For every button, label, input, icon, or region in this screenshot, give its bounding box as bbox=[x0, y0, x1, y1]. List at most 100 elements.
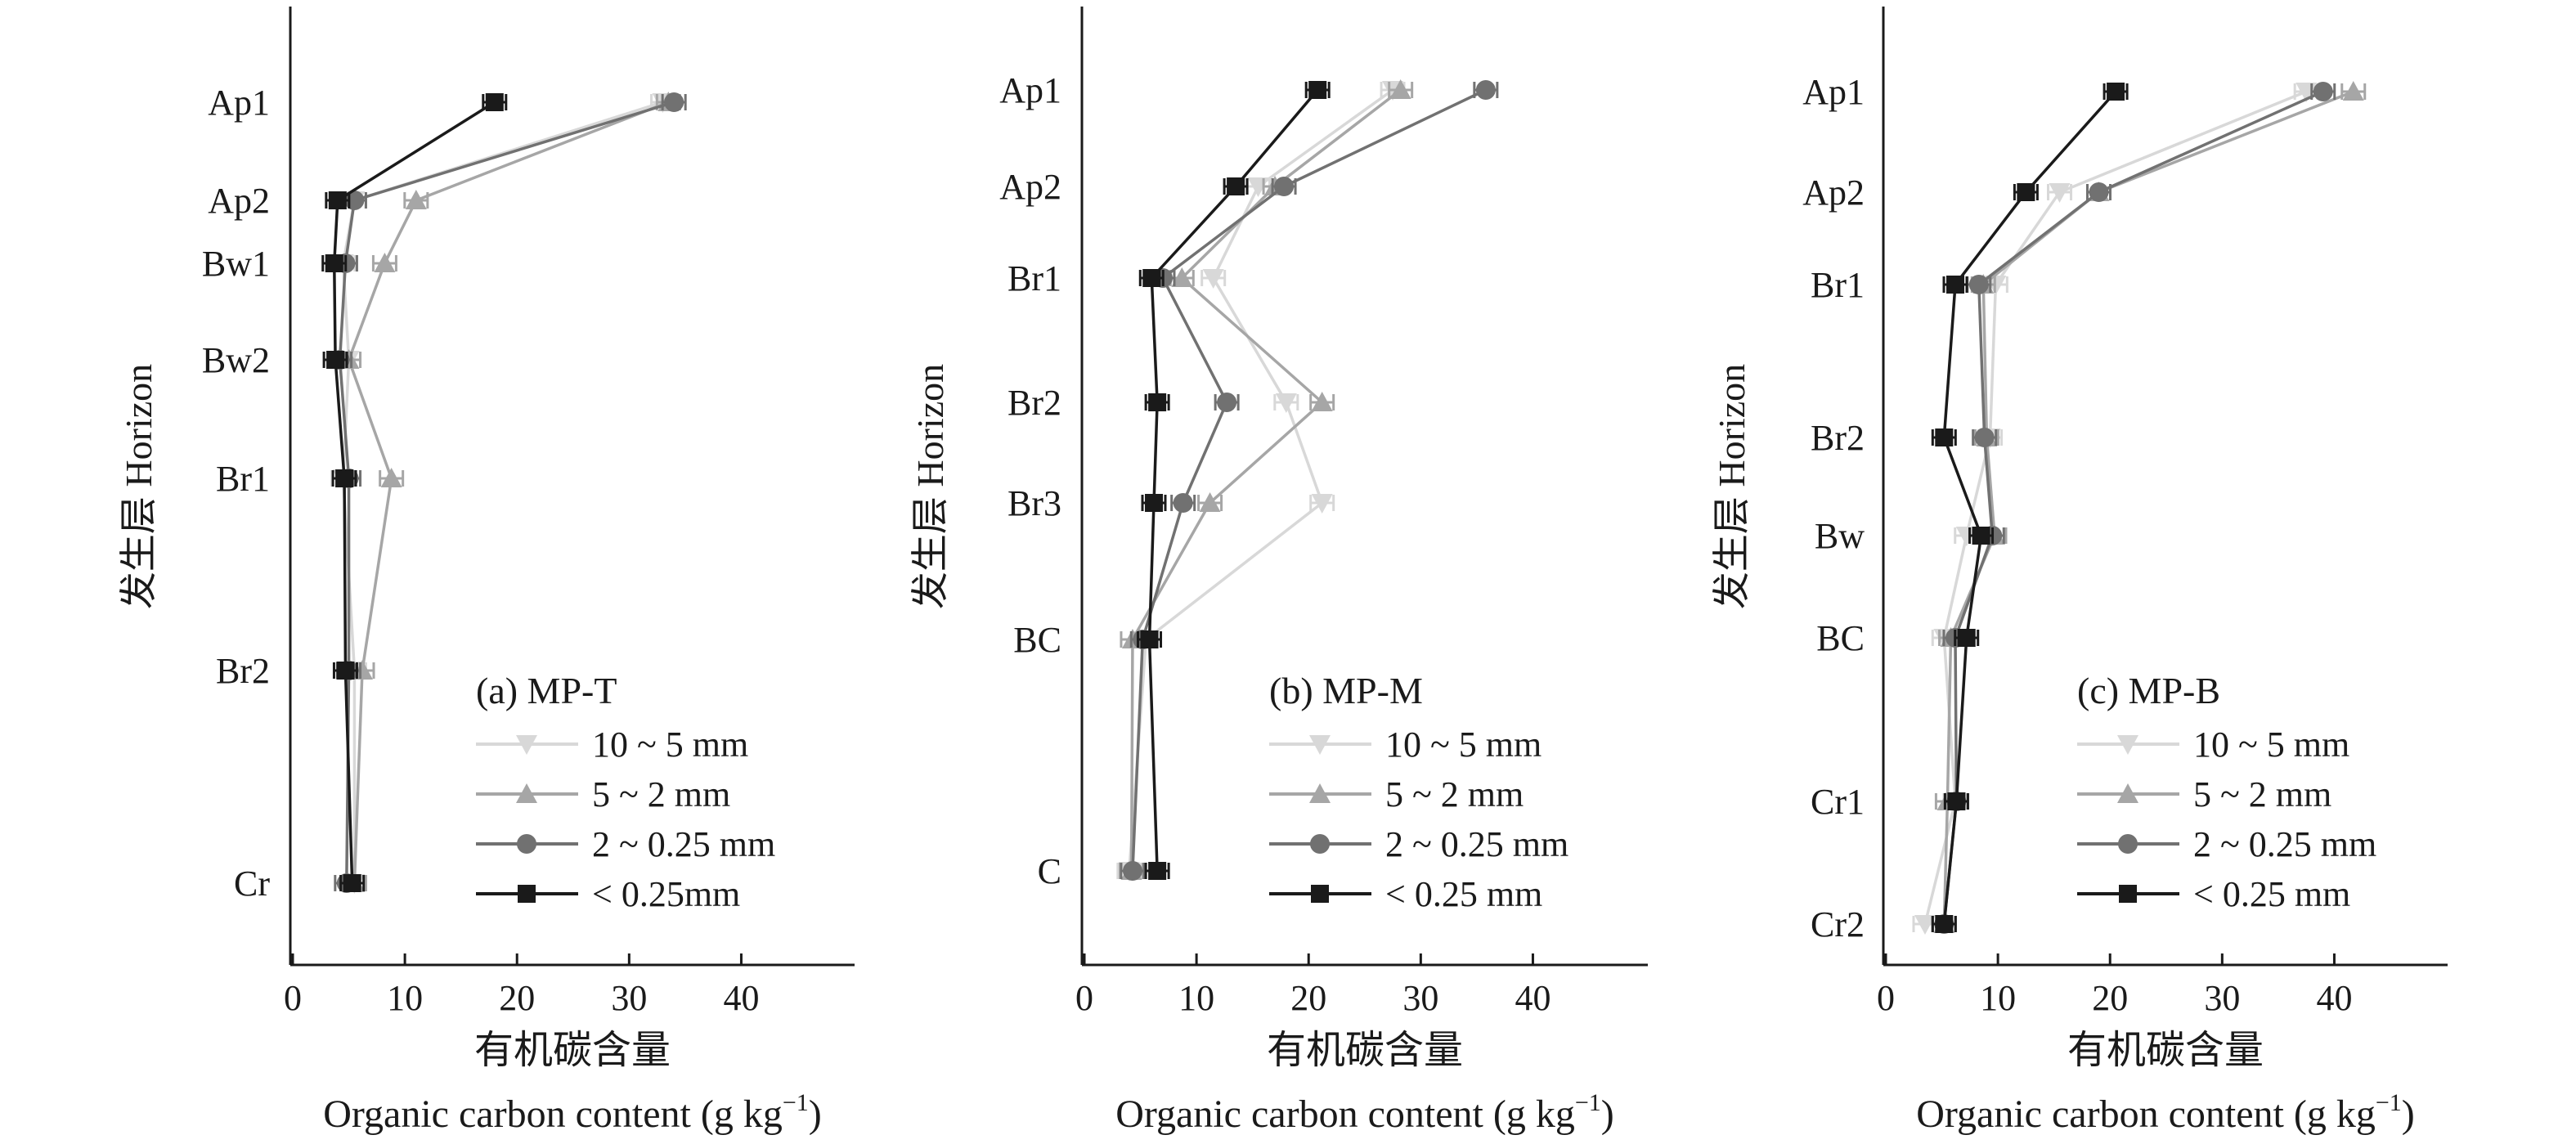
legend-swatch-marker bbox=[1309, 735, 1331, 755]
x-tick-label: 0 bbox=[284, 978, 302, 1018]
horizon-label: Bw1 bbox=[202, 244, 270, 284]
legend-swatch-marker bbox=[516, 783, 537, 803]
x-tick-label: 10 bbox=[387, 978, 423, 1018]
x-axis-title-close: ) bbox=[1601, 1092, 1614, 1136]
legend-label: 5 ~ 2 mm bbox=[592, 774, 730, 814]
x-tick-label: 30 bbox=[2204, 978, 2240, 1018]
x-axis-title-text: Organic carbon content (g kg bbox=[1115, 1092, 1575, 1136]
legend-swatch-marker bbox=[516, 735, 537, 755]
horizon-label: Br1 bbox=[216, 459, 270, 499]
series-line bbox=[1942, 90, 2324, 925]
legend-label: 10 ~ 5 mm bbox=[592, 725, 748, 765]
legend-label: 2 ~ 0.25 mm bbox=[592, 824, 775, 864]
data-point bbox=[2049, 183, 2071, 203]
series-3 bbox=[327, 92, 687, 893]
horizon-label: Br1 bbox=[1008, 258, 1061, 298]
data-point bbox=[1974, 428, 1995, 447]
legend-swatch-marker bbox=[2117, 783, 2138, 803]
series-line bbox=[341, 101, 663, 883]
legend-swatch-marker bbox=[2119, 885, 2137, 903]
legend-swatch-marker bbox=[2117, 735, 2138, 755]
data-point bbox=[1947, 792, 1966, 810]
legend-label: 10 ~ 5 mm bbox=[1385, 725, 1542, 765]
data-point bbox=[2107, 83, 2125, 101]
data-point bbox=[1972, 527, 1990, 545]
legend-label: < 0.25mm bbox=[592, 874, 740, 914]
data-point bbox=[326, 351, 345, 369]
series-line bbox=[1129, 88, 1402, 872]
data-point bbox=[1957, 629, 1976, 647]
x-tick-label: 20 bbox=[2092, 978, 2128, 1018]
panel-c: 0 10 20 30 40 Ap1 Ap2 Br1 Br2 Bw BC Cr1 Cr2 发生层 Horiz… bbox=[1711, 7, 2448, 1136]
data-point bbox=[1914, 915, 1936, 935]
x-tick-label: 20 bbox=[499, 978, 535, 1018]
x-tick-label: 40 bbox=[723, 978, 759, 1018]
series-4 bbox=[321, 93, 508, 892]
x-tick-label: 40 bbox=[2316, 978, 2352, 1018]
legend-label: < 0.25 mm bbox=[1385, 874, 1542, 914]
series-2 bbox=[336, 92, 681, 892]
data-point bbox=[1171, 267, 1193, 287]
horizon-label: Br2 bbox=[1811, 418, 1865, 458]
x-tick-label: 10 bbox=[1980, 978, 2016, 1018]
data-point bbox=[1389, 79, 1411, 99]
data-point bbox=[1122, 861, 1142, 881]
data-point bbox=[1311, 494, 1333, 514]
horizon-label: Ap2 bbox=[999, 167, 1061, 207]
x-axis-title-close: ) bbox=[809, 1092, 822, 1136]
data-point bbox=[1946, 276, 1965, 294]
x-axis-title-cn: 有机碳含量 bbox=[1267, 1029, 1463, 1072]
horizon-label: Ap1 bbox=[208, 83, 270, 123]
x-tick-label: 10 bbox=[1178, 978, 1214, 1018]
data-point bbox=[1142, 269, 1161, 287]
legend-label: 5 ~ 2 mm bbox=[2193, 774, 2331, 814]
horizon-label: Br1 bbox=[1811, 265, 1865, 305]
legend-swatch-marker bbox=[518, 885, 536, 903]
panel-a: 0 10 20 30 40 Ap1 Ap2 Bw1 Bw2 Br1 Br2 Cr 发生层 Horizon… bbox=[118, 7, 855, 1136]
data-point bbox=[485, 93, 504, 111]
data-point bbox=[664, 92, 684, 112]
horizon-label: Cr2 bbox=[1811, 904, 1865, 944]
series-4 bbox=[1137, 81, 1331, 880]
data-point bbox=[2017, 183, 2035, 201]
x-axis-title-unit-exponent: −1 bbox=[2376, 1089, 2402, 1116]
horizon-label: Bw2 bbox=[202, 340, 270, 380]
horizon-label: Ap2 bbox=[208, 181, 270, 221]
x-axis-title-unit-exponent: −1 bbox=[783, 1089, 809, 1116]
data-point bbox=[1217, 393, 1237, 412]
legend-label: 2 ~ 0.25 mm bbox=[2193, 824, 2376, 864]
data-point bbox=[1935, 915, 1954, 933]
horizon-label: Cr bbox=[234, 864, 270, 904]
horizon-label: Ap1 bbox=[999, 70, 1061, 110]
series-line bbox=[1923, 90, 2307, 925]
y-axis-title: 发生层 Horizon bbox=[118, 364, 159, 609]
legend-label: 2 ~ 0.25 mm bbox=[1385, 824, 1568, 864]
data-point bbox=[2313, 82, 2333, 101]
horizon-label: Br2 bbox=[216, 651, 270, 691]
legend-label: 10 ~ 5 mm bbox=[2193, 725, 2349, 765]
panel-b: 0 10 20 30 40 Ap1 Ap2 Br1 Br2 Br3 BC C 发生层 Horizon 有机… bbox=[909, 7, 1648, 1136]
data-point bbox=[1145, 494, 1164, 512]
data-point bbox=[1148, 393, 1167, 411]
x-axis-title-text: Organic carbon content (g kg bbox=[323, 1092, 783, 1136]
data-point bbox=[335, 469, 354, 487]
data-point bbox=[405, 190, 427, 209]
series-line bbox=[1128, 88, 1394, 872]
legend-swatch-marker bbox=[1310, 834, 1330, 854]
data-point bbox=[374, 253, 396, 272]
data-point bbox=[1202, 269, 1224, 289]
x-tick-label: 0 bbox=[1075, 978, 1093, 1018]
data-point bbox=[2089, 182, 2109, 202]
data-point bbox=[1475, 80, 1496, 100]
x-tick-label: 30 bbox=[1402, 978, 1438, 1018]
horizon-label: Bw bbox=[1815, 516, 1865, 556]
legend-label: < 0.25 mm bbox=[2193, 874, 2350, 914]
x-axis-title-unit-exponent: −1 bbox=[1575, 1089, 1601, 1116]
x-axis-title-en: Organic carbon content (g kg−1) bbox=[323, 1089, 822, 1136]
legend-title: (a) MP-T bbox=[476, 670, 617, 711]
horizon-label: BC bbox=[1013, 620, 1061, 660]
x-axis-title-en: Organic carbon content (g kg−1) bbox=[1916, 1089, 2415, 1136]
series-line bbox=[347, 101, 669, 884]
x-tick-label: 30 bbox=[611, 978, 647, 1018]
